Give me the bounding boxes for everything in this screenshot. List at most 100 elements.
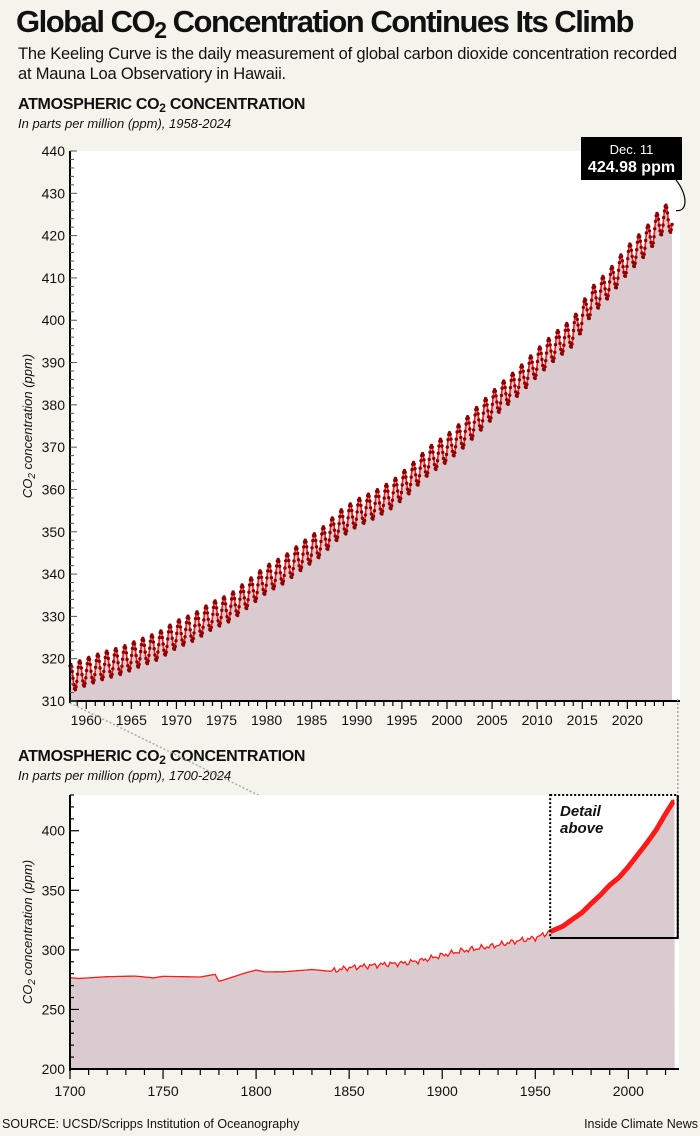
data-point <box>250 582 255 587</box>
data-point <box>593 290 597 294</box>
data-point <box>287 558 291 563</box>
data-point <box>80 672 84 677</box>
data-point <box>473 413 477 417</box>
data-point <box>486 409 490 413</box>
data-point <box>318 547 322 551</box>
data-point <box>392 483 396 488</box>
data-point <box>331 517 335 522</box>
top-y-tick-label: 330 <box>42 608 66 624</box>
bottom-chart: 200 250 300 350 400 1700 1750 1800 1850 1900 1950 2… <box>20 794 679 1099</box>
data-point <box>437 444 441 448</box>
data-point <box>362 521 366 525</box>
bottom-area-fill <box>70 802 675 1069</box>
data-point <box>229 604 233 608</box>
data-point <box>542 368 546 372</box>
data-point <box>345 523 349 527</box>
data-point <box>112 653 117 657</box>
data-point <box>94 658 99 663</box>
data-point <box>480 425 484 429</box>
data-point <box>533 376 537 381</box>
data-point <box>184 627 188 632</box>
bottom-chart-heading: ATMOSPHERIC CO2 CONCENTRATION <box>18 748 305 767</box>
bottom-y-tick-label: 400 <box>42 823 66 839</box>
data-point <box>518 370 522 375</box>
data-point <box>512 378 516 382</box>
data-point <box>669 228 673 232</box>
data-point <box>647 229 652 233</box>
data-point <box>272 584 277 588</box>
data-point <box>409 475 413 479</box>
top-y-tick-label: 320 <box>42 651 66 667</box>
data-point <box>163 653 168 657</box>
top-y-tick-label: 340 <box>42 566 66 582</box>
data-point <box>92 678 96 682</box>
data-point <box>426 465 431 469</box>
data-point <box>479 428 483 432</box>
data-point <box>317 555 321 560</box>
data-point <box>173 644 177 649</box>
data-point <box>380 509 385 513</box>
data-point <box>449 437 453 441</box>
data-point <box>270 582 274 586</box>
data-point <box>418 466 422 470</box>
data-point <box>547 338 552 342</box>
data-point <box>535 359 540 364</box>
data-point <box>121 650 126 654</box>
data-point <box>353 526 357 530</box>
data-point <box>205 611 210 615</box>
data-point <box>211 612 215 616</box>
data-point <box>126 664 130 668</box>
data-point <box>178 620 182 624</box>
data-point <box>142 638 146 643</box>
data-point <box>102 662 107 666</box>
data-point <box>499 393 504 398</box>
data-point <box>389 507 393 511</box>
data-point <box>134 653 138 658</box>
data-point <box>291 566 295 571</box>
source-note: SOURCE: UCSD/Scripps Institution of Ocea… <box>2 1117 300 1131</box>
data-point <box>151 635 155 639</box>
data-point <box>638 234 642 239</box>
data-point <box>106 656 111 661</box>
data-point <box>597 303 601 307</box>
data-point <box>445 445 449 449</box>
data-point <box>79 666 84 670</box>
data-point <box>108 669 112 674</box>
data-point <box>561 349 565 353</box>
data-point <box>620 259 625 263</box>
data-point <box>93 665 98 670</box>
data-point <box>399 490 404 495</box>
data-point <box>250 578 254 582</box>
data-point <box>500 386 504 390</box>
data-point <box>265 576 269 580</box>
data-point <box>272 587 276 591</box>
data-point <box>308 562 312 566</box>
data-point <box>453 451 457 455</box>
data-point <box>146 659 150 663</box>
data-point <box>308 559 313 563</box>
data-point <box>623 274 628 278</box>
data-point <box>489 416 493 420</box>
data-point <box>129 653 134 658</box>
top-x-tick-label: 2005 <box>476 712 507 728</box>
data-point <box>377 494 381 499</box>
data-point <box>282 573 286 578</box>
data-point <box>70 669 75 674</box>
data-point <box>85 662 90 666</box>
data-point <box>626 257 630 261</box>
publisher-credit: Inside Climate News <box>584 1117 698 1131</box>
data-point <box>446 438 450 442</box>
data-point <box>598 289 603 293</box>
data-point <box>589 298 594 302</box>
data-point <box>522 375 526 380</box>
data-point <box>665 205 669 210</box>
data-point <box>517 378 522 382</box>
data-point <box>192 631 196 635</box>
top-x-tick-label: 1975 <box>206 712 237 728</box>
data-point <box>148 639 153 643</box>
bottom-ylabel-post: concentration (ppm) <box>20 860 35 979</box>
data-point <box>292 559 296 563</box>
data-point <box>81 679 85 683</box>
data-point <box>319 539 323 544</box>
data-point <box>373 501 377 506</box>
